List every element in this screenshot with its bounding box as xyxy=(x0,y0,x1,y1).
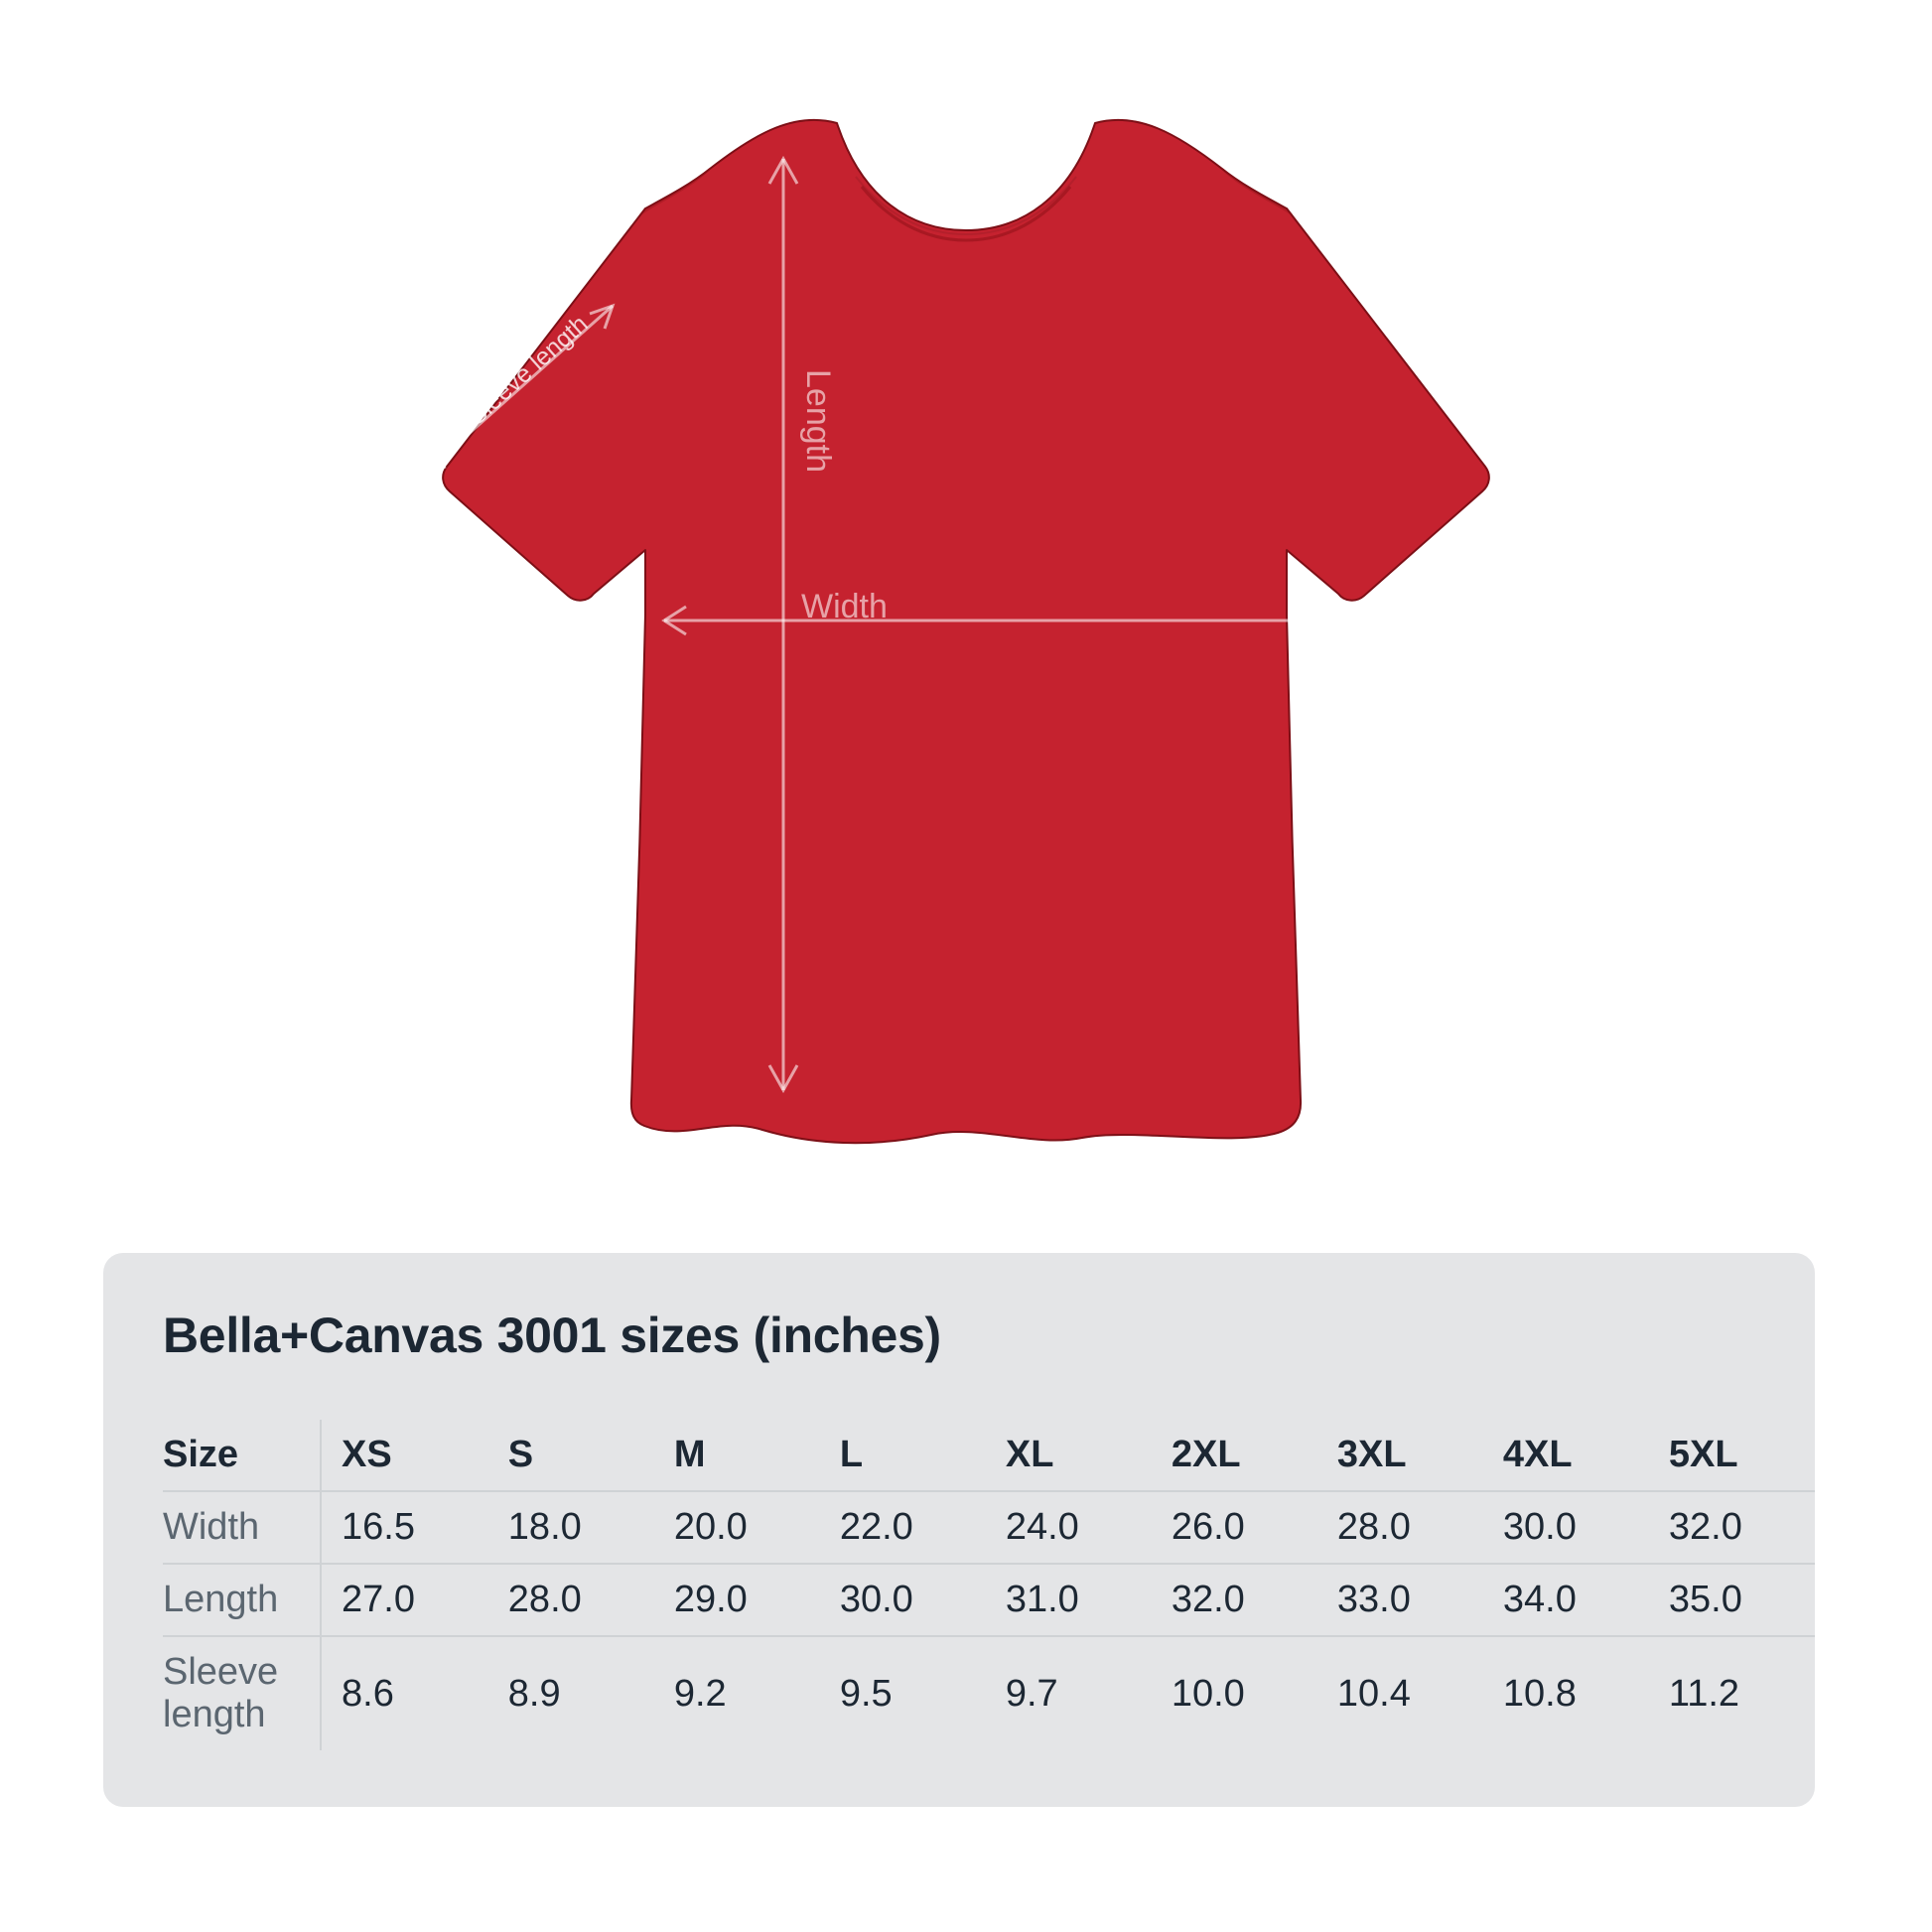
svg-text:Width: Width xyxy=(801,588,888,625)
svg-text:Length: Length xyxy=(799,369,837,473)
